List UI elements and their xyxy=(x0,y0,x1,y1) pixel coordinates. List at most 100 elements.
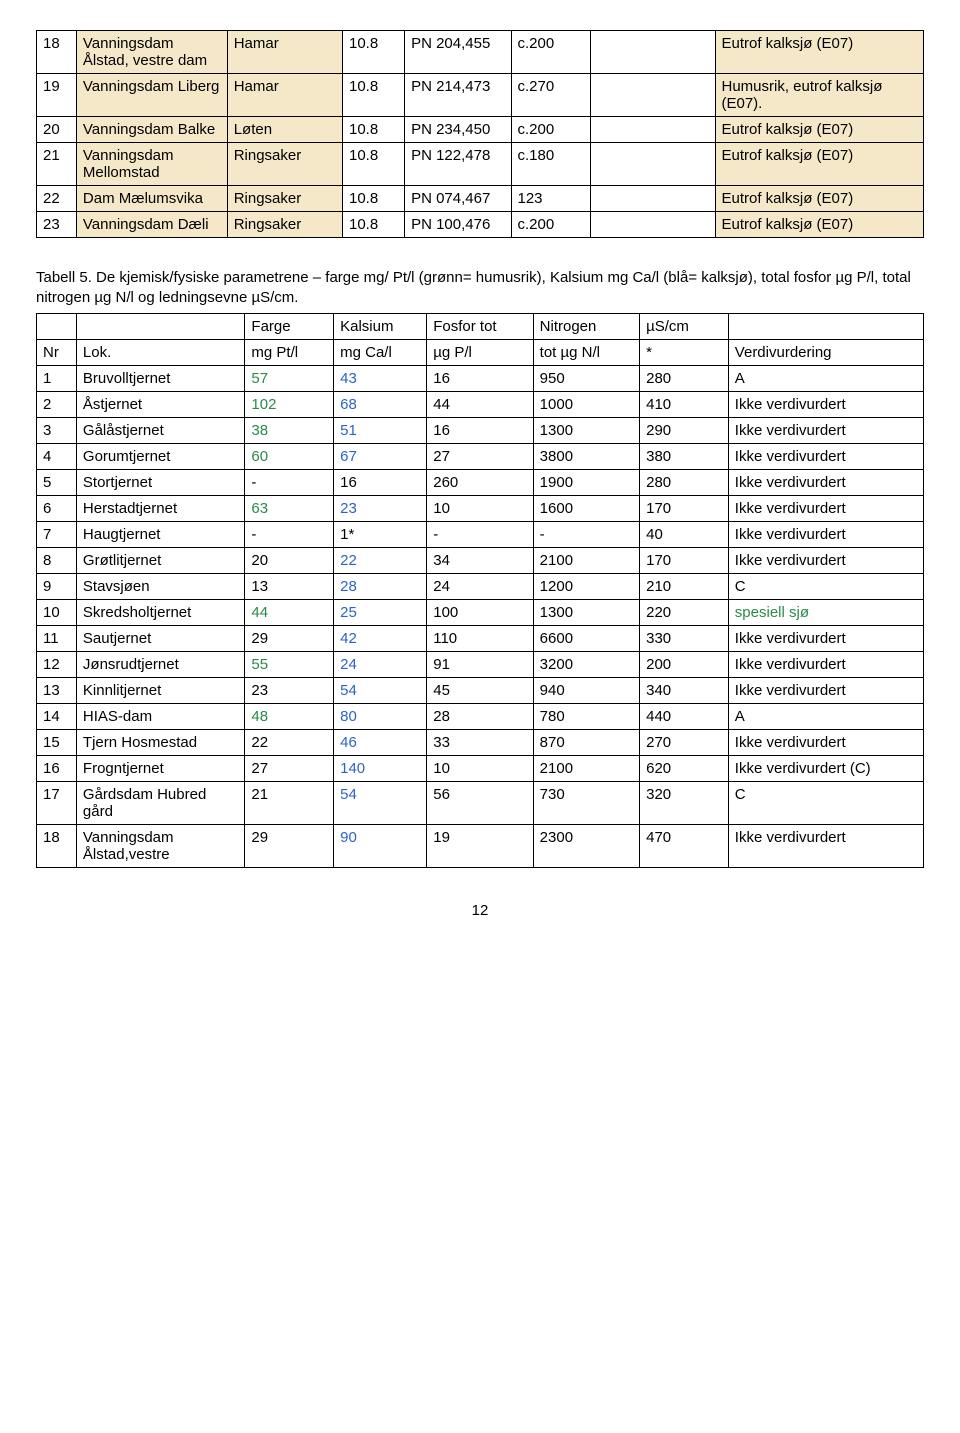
cell: 1 xyxy=(37,365,77,391)
cell: PN 122,478 xyxy=(405,143,511,186)
table-row: 20Vanningsdam BalkeLøten10.8PN 234,450c.… xyxy=(37,117,924,143)
cell: - xyxy=(245,521,334,547)
location-table: 18Vanningsdam Ålstad, vestre damHamar10.… xyxy=(36,30,924,238)
table-row: 3Gålåstjernet3851161300290Ikke verdivurd… xyxy=(37,417,924,443)
cell: 10.8 xyxy=(342,117,404,143)
cell: 780 xyxy=(533,703,639,729)
cell: 210 xyxy=(640,573,729,599)
cell: 16 xyxy=(427,417,533,443)
cell xyxy=(591,74,715,117)
header-cell: Farge xyxy=(245,313,334,339)
cell: 25 xyxy=(334,599,427,625)
table-row: 7Haugtjernet-1*--40Ikke verdivurdert xyxy=(37,521,924,547)
header-cell xyxy=(37,313,77,339)
cell: 140 xyxy=(334,755,427,781)
cell: 1600 xyxy=(533,495,639,521)
header-cell: µS/cm xyxy=(640,313,729,339)
cell: 63 xyxy=(245,495,334,521)
cell: 280 xyxy=(640,469,729,495)
cell: 320 xyxy=(640,781,729,824)
cell: Løten xyxy=(227,117,342,143)
cell: 100 xyxy=(427,599,533,625)
cell: 5 xyxy=(37,469,77,495)
table-row: 23Vanningsdam DæliRingsaker10.8PN 100,47… xyxy=(37,212,924,238)
cell: Vanningsdam Mellomstad xyxy=(76,143,227,186)
cell: Sautjernet xyxy=(76,625,245,651)
cell: Vanningsdam Dæli xyxy=(76,212,227,238)
table-row: 15Tjern Hosmestad224633870270Ikke verdiv… xyxy=(37,729,924,755)
cell: 10.8 xyxy=(342,186,404,212)
cell: 110 xyxy=(427,625,533,651)
table-row: 9Stavsjøen1328241200210C xyxy=(37,573,924,599)
cell: 23 xyxy=(245,677,334,703)
cell: 67 xyxy=(334,443,427,469)
cell: 1200 xyxy=(533,573,639,599)
header-cell: µg P/l xyxy=(427,339,533,365)
header-cell: Fosfor tot xyxy=(427,313,533,339)
header-cell: Verdivurdering xyxy=(728,339,923,365)
cell: - xyxy=(245,469,334,495)
cell: 270 xyxy=(640,729,729,755)
cell: 20 xyxy=(245,547,334,573)
cell: c.270 xyxy=(511,74,591,117)
cell: 10.8 xyxy=(342,143,404,186)
cell: A xyxy=(728,703,923,729)
table-row: 8Grøtlitjernet2022342100170Ikke verdivur… xyxy=(37,547,924,573)
table-row: 21Vanningsdam MellomstadRingsaker10.8PN … xyxy=(37,143,924,186)
cell: 102 xyxy=(245,391,334,417)
cell: 620 xyxy=(640,755,729,781)
cell: 2100 xyxy=(533,547,639,573)
cell: 17 xyxy=(37,781,77,824)
cell: 1300 xyxy=(533,599,639,625)
cell: 2100 xyxy=(533,755,639,781)
table-row: 4Gorumtjernet6067273800380Ikke verdivurd… xyxy=(37,443,924,469)
cell: 3200 xyxy=(533,651,639,677)
cell: 46 xyxy=(334,729,427,755)
cell: Ikke verdivurdert xyxy=(728,625,923,651)
cell: HIAS-dam xyxy=(76,703,245,729)
cell: 34 xyxy=(427,547,533,573)
header-cell: tot µg N/l xyxy=(533,339,639,365)
cell: C xyxy=(728,573,923,599)
cell: 24 xyxy=(334,651,427,677)
cell: Vanningsdam Balke xyxy=(76,117,227,143)
cell: 24 xyxy=(427,573,533,599)
cell: 14 xyxy=(37,703,77,729)
cell: 23 xyxy=(334,495,427,521)
cell: 10 xyxy=(427,755,533,781)
cell: 3800 xyxy=(533,443,639,469)
cell: 18 xyxy=(37,31,77,74)
cell xyxy=(591,143,715,186)
cell: Frogntjernet xyxy=(76,755,245,781)
cell: Vanningsdam Ålstad, vestre dam xyxy=(76,31,227,74)
table5-caption: Tabell 5. De kjemisk/fysiske parametrene… xyxy=(36,268,924,309)
table-row: 17Gårdsdam Hubred gård215456730320C xyxy=(37,781,924,824)
cell: Humusrik, eutrof kalksjø (E07). xyxy=(715,74,924,117)
cell: 51 xyxy=(334,417,427,443)
cell: 13 xyxy=(37,677,77,703)
cell: Ikke verdivurdert xyxy=(728,651,923,677)
table-row: 22Dam MælumsvikaRingsaker10.8PN 074,4671… xyxy=(37,186,924,212)
cell: - xyxy=(427,521,533,547)
cell: 950 xyxy=(533,365,639,391)
cell: 200 xyxy=(640,651,729,677)
cell: Ikke verdivurdert xyxy=(728,521,923,547)
table-row: 1Bruvolltjernet574316950280A xyxy=(37,365,924,391)
cell: 730 xyxy=(533,781,639,824)
cell: 48 xyxy=(245,703,334,729)
cell: Stortjernet xyxy=(76,469,245,495)
cell: Eutrof kalksjø (E07) xyxy=(715,117,924,143)
cell: 54 xyxy=(334,677,427,703)
cell: 340 xyxy=(640,677,729,703)
cell: Gorumtjernet xyxy=(76,443,245,469)
cell: Bruvolltjernet xyxy=(76,365,245,391)
table-row: 5Stortjernet-162601900280Ikke verdivurde… xyxy=(37,469,924,495)
cell: PN 074,467 xyxy=(405,186,511,212)
cell: Ikke verdivurdert xyxy=(728,495,923,521)
cell: 29 xyxy=(245,625,334,651)
cell: 29 xyxy=(245,824,334,867)
cell: 16 xyxy=(427,365,533,391)
cell: Ikke verdivurdert xyxy=(728,417,923,443)
table-row: 2Åstjernet10268441000410Ikke verdivurder… xyxy=(37,391,924,417)
cell: 1900 xyxy=(533,469,639,495)
